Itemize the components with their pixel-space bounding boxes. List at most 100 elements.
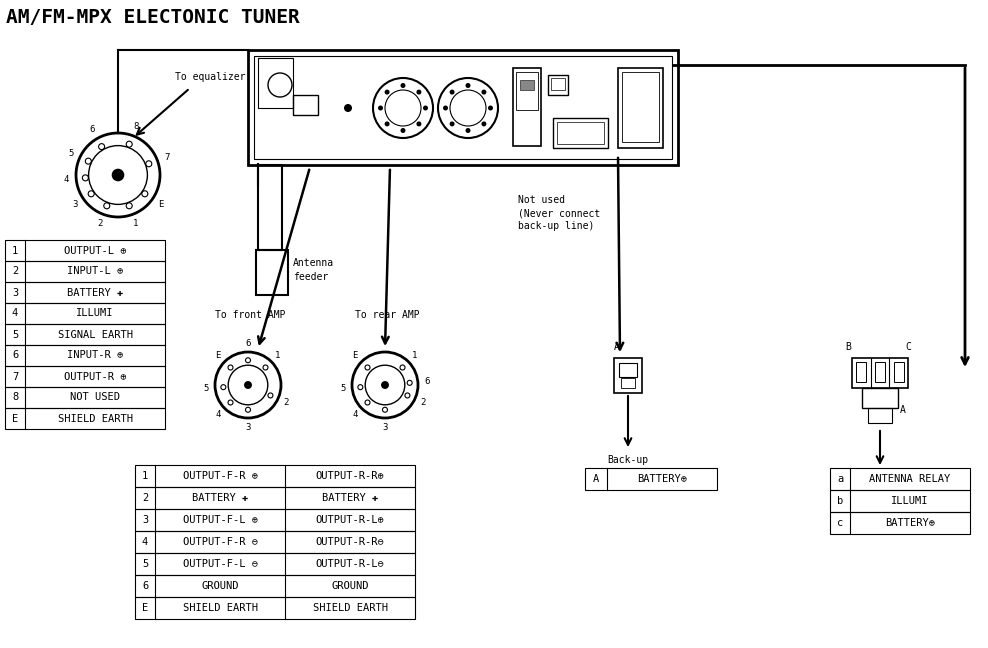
- Bar: [5, 240, 165, 261]
- Bar: [5, 345, 165, 366]
- Circle shape: [450, 89, 454, 95]
- Bar: [5, 366, 165, 387]
- Text: 1: 1: [142, 471, 148, 481]
- Text: OUTPUT-F-L ⊖: OUTPUT-F-L ⊖: [183, 559, 258, 569]
- Text: OUTPUT-R-R⊕: OUTPUT-R-R⊕: [315, 471, 384, 481]
- Text: 3: 3: [73, 200, 78, 209]
- Circle shape: [450, 121, 454, 126]
- Bar: [5, 387, 165, 408]
- Text: 4: 4: [142, 537, 148, 547]
- Text: NOT USED: NOT USED: [70, 393, 120, 402]
- Bar: [293, 95, 318, 115]
- Circle shape: [112, 168, 124, 181]
- Bar: [520, 80, 534, 90]
- Text: 8: 8: [12, 393, 18, 402]
- Text: To rear AMP: To rear AMP: [355, 310, 420, 320]
- Text: OUTPUT-R-R⊖: OUTPUT-R-R⊖: [315, 537, 384, 547]
- Text: 1: 1: [12, 246, 18, 255]
- Bar: [551, 78, 565, 90]
- Bar: [516, 72, 538, 110]
- Text: Not used
(Never connect
back-up line): Not used (Never connect back-up line): [518, 195, 601, 231]
- Circle shape: [400, 83, 405, 88]
- Bar: [135, 531, 415, 553]
- Text: BATTERY⊕: BATTERY⊕: [637, 474, 687, 484]
- Text: OUTPUT-R-L⊕: OUTPUT-R-L⊕: [315, 515, 384, 525]
- Text: 2: 2: [98, 220, 103, 228]
- Text: 4: 4: [215, 410, 221, 419]
- Circle shape: [481, 121, 486, 126]
- Bar: [5, 324, 165, 345]
- Text: 6: 6: [245, 338, 251, 347]
- Text: OUTPUT-R-L⊖: OUTPUT-R-L⊖: [315, 559, 384, 569]
- Bar: [868, 408, 892, 423]
- Bar: [135, 553, 415, 575]
- Text: E: E: [12, 413, 18, 424]
- Circle shape: [465, 128, 470, 133]
- Bar: [254, 56, 672, 159]
- Text: 7: 7: [12, 371, 18, 382]
- Text: 6: 6: [142, 581, 148, 591]
- Text: BATTERY ✚: BATTERY ✚: [322, 493, 378, 503]
- Text: E: E: [142, 603, 148, 613]
- Text: INPUT-L ⊕: INPUT-L ⊕: [67, 266, 124, 277]
- Bar: [830, 512, 970, 534]
- Text: 3: 3: [245, 422, 251, 432]
- Circle shape: [400, 128, 405, 133]
- Bar: [5, 303, 165, 324]
- Circle shape: [384, 121, 389, 126]
- Bar: [856, 362, 866, 382]
- Bar: [614, 358, 642, 393]
- Circle shape: [344, 104, 352, 112]
- Text: E: E: [158, 200, 163, 209]
- Text: OUTPUT-F-L ⊕: OUTPUT-F-L ⊕: [183, 515, 258, 525]
- Bar: [5, 282, 165, 303]
- Text: BATTERY ✚: BATTERY ✚: [192, 493, 248, 503]
- Circle shape: [244, 381, 252, 389]
- Text: 3: 3: [382, 422, 387, 432]
- Text: 3: 3: [142, 515, 148, 525]
- Text: OUTPUT-L ⊕: OUTPUT-L ⊕: [64, 246, 126, 255]
- Bar: [894, 362, 904, 382]
- Circle shape: [416, 89, 422, 95]
- Circle shape: [378, 106, 383, 111]
- Bar: [135, 509, 415, 531]
- Text: BATTERY ✚: BATTERY ✚: [67, 288, 124, 297]
- Text: 2: 2: [142, 493, 148, 503]
- Text: A: A: [614, 342, 619, 352]
- Circle shape: [481, 89, 486, 95]
- Text: SHIELD EARTH: SHIELD EARTH: [312, 603, 387, 613]
- Text: OUTPUT-R ⊕: OUTPUT-R ⊕: [64, 371, 126, 382]
- Circle shape: [488, 106, 493, 111]
- Text: 6: 6: [424, 377, 430, 386]
- Text: SIGNAL EARTH: SIGNAL EARTH: [57, 329, 132, 340]
- Text: INPUT-R ⊕: INPUT-R ⊕: [67, 351, 124, 360]
- Text: 8: 8: [133, 122, 138, 131]
- Bar: [135, 575, 415, 597]
- Bar: [256, 250, 288, 295]
- Text: C: C: [905, 342, 911, 352]
- Text: 6: 6: [89, 126, 95, 135]
- Text: 3: 3: [12, 288, 18, 297]
- Bar: [830, 468, 970, 490]
- Text: E: E: [353, 351, 358, 360]
- Text: 5: 5: [12, 329, 18, 340]
- Text: BATTERY⊕: BATTERY⊕: [885, 518, 935, 528]
- Circle shape: [381, 381, 389, 389]
- Bar: [830, 490, 970, 512]
- Text: 4: 4: [353, 410, 358, 419]
- Bar: [557, 122, 604, 144]
- Text: To equalizer: To equalizer: [175, 72, 245, 82]
- Bar: [135, 465, 415, 487]
- Text: feeder: feeder: [293, 272, 328, 282]
- Text: 5: 5: [68, 148, 73, 157]
- Bar: [618, 68, 663, 148]
- Bar: [248, 50, 678, 165]
- Text: Antenna: Antenna: [293, 258, 334, 268]
- Text: E: E: [215, 351, 221, 360]
- Bar: [258, 165, 282, 250]
- Bar: [548, 75, 568, 95]
- Text: AM/FM-MPX ELECTONIC TUNER: AM/FM-MPX ELECTONIC TUNER: [6, 8, 299, 27]
- Bar: [135, 597, 415, 619]
- Text: SHIELD EARTH: SHIELD EARTH: [57, 413, 132, 424]
- Bar: [135, 487, 415, 509]
